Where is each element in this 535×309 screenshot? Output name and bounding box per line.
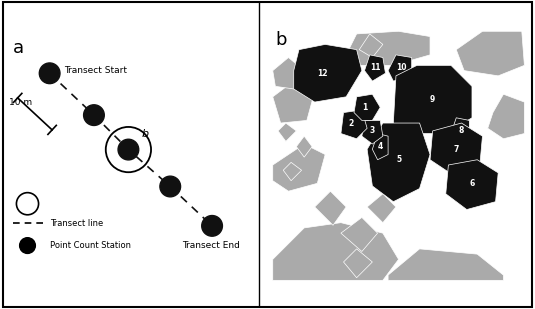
Polygon shape <box>354 94 380 121</box>
Polygon shape <box>273 144 325 191</box>
Text: Transect Start: Transect Start <box>64 66 127 75</box>
Polygon shape <box>364 55 385 81</box>
Text: 4: 4 <box>378 142 383 151</box>
Polygon shape <box>430 123 483 176</box>
Polygon shape <box>388 55 412 81</box>
Polygon shape <box>430 102 451 123</box>
Polygon shape <box>451 118 469 142</box>
Text: 10: 10 <box>396 63 407 73</box>
Polygon shape <box>488 94 524 139</box>
Text: b: b <box>276 31 287 49</box>
Polygon shape <box>346 31 430 66</box>
Polygon shape <box>294 44 362 102</box>
Circle shape <box>83 105 104 125</box>
Text: 3: 3 <box>370 126 375 135</box>
Polygon shape <box>273 57 304 89</box>
Polygon shape <box>456 31 524 76</box>
Polygon shape <box>360 34 383 57</box>
Polygon shape <box>278 123 296 142</box>
Text: b: b <box>142 129 149 138</box>
Polygon shape <box>367 194 396 223</box>
Polygon shape <box>341 110 367 139</box>
Text: 8: 8 <box>459 126 464 135</box>
Text: 10 m: 10 m <box>9 98 32 107</box>
Text: a: a <box>13 39 24 57</box>
Polygon shape <box>367 123 430 202</box>
Text: Point Count Station: Point Count Station <box>50 241 131 250</box>
Text: 5: 5 <box>396 155 401 164</box>
Text: Transect line: Transect line <box>50 219 103 228</box>
Polygon shape <box>388 249 503 280</box>
Text: 12: 12 <box>317 69 328 78</box>
Circle shape <box>202 216 223 236</box>
Text: 2: 2 <box>349 119 354 128</box>
Polygon shape <box>372 133 388 160</box>
Text: 1: 1 <box>362 103 367 112</box>
Text: Transect End: Transect End <box>182 241 240 250</box>
Text: 11: 11 <box>370 63 380 73</box>
Polygon shape <box>296 136 312 157</box>
Circle shape <box>118 139 139 160</box>
Text: 7: 7 <box>454 145 459 154</box>
Polygon shape <box>446 160 498 210</box>
Polygon shape <box>341 218 378 252</box>
Text: 9: 9 <box>430 95 435 104</box>
Polygon shape <box>393 66 472 133</box>
Polygon shape <box>362 121 383 144</box>
Polygon shape <box>273 81 315 123</box>
Text: 6: 6 <box>469 179 475 188</box>
Polygon shape <box>315 191 346 225</box>
Polygon shape <box>273 223 399 280</box>
Circle shape <box>20 238 35 253</box>
Circle shape <box>39 63 60 84</box>
Polygon shape <box>343 249 372 278</box>
Polygon shape <box>283 162 302 181</box>
Circle shape <box>160 176 181 197</box>
